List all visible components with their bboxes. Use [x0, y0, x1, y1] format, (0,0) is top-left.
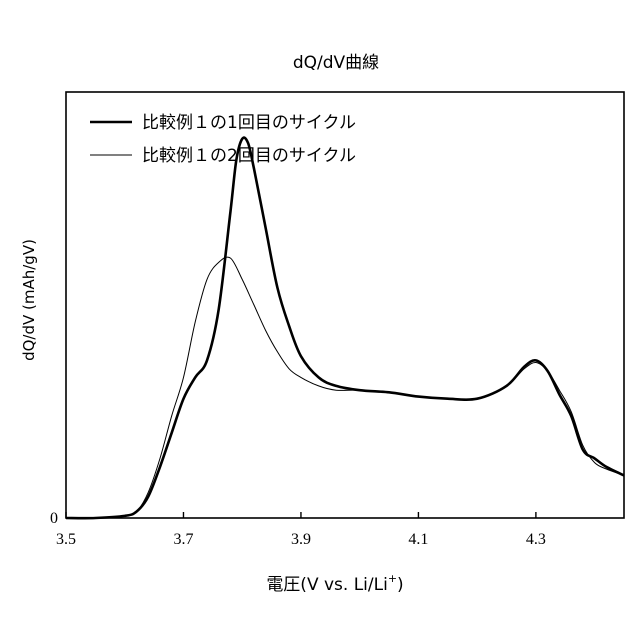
x-axis-label: 電圧(V vs. Li/Li+) — [266, 572, 403, 595]
x-axis-label-superscript: + — [388, 572, 397, 585]
x-tick-label: 3.7 — [173, 531, 193, 548]
x-tick-label: 3.5 — [56, 531, 76, 548]
x-axis-label-close: ) — [397, 575, 404, 595]
series-line-1 — [66, 138, 624, 519]
x-axis-label-main: 電圧(V vs. Li/Li — [266, 575, 388, 595]
chart-title: dQ/dV曲線 — [293, 53, 379, 73]
x-tick-label: 4.1 — [408, 531, 428, 548]
legend-label-2: 比較例１の2回目のサイクル — [142, 146, 356, 166]
legend-label-1: 比較例１の1回目のサイクル — [142, 113, 356, 133]
y-tick-label: 0 — [50, 510, 58, 527]
x-tick-label: 4.3 — [526, 531, 546, 548]
x-tick-label: 3.9 — [291, 531, 311, 548]
y-axis-label: dQ/dV (mAh/gV) — [20, 239, 38, 361]
series-layer — [66, 138, 624, 519]
legend: 比較例１の1回目のサイクル比較例１の2回目のサイクル — [90, 113, 356, 166]
